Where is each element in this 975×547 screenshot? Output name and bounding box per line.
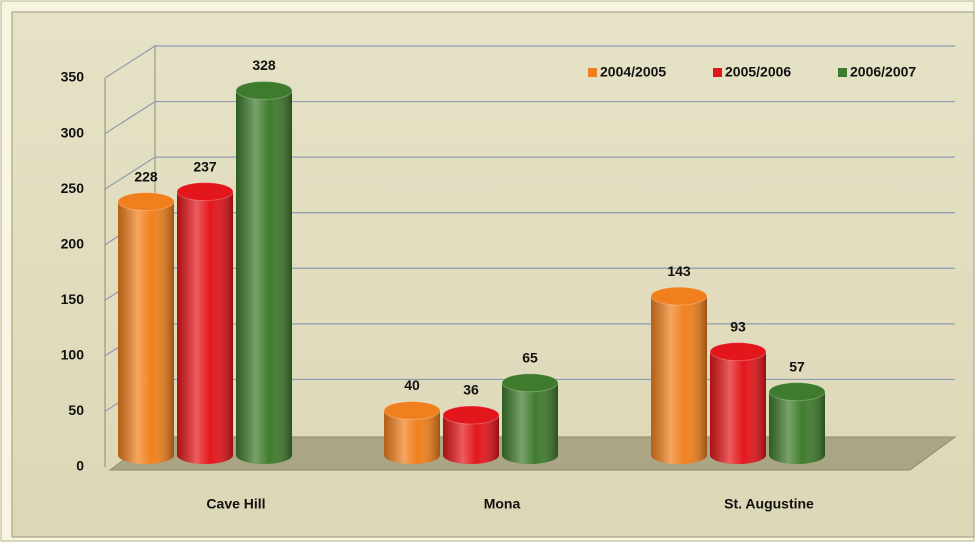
bar-shading [710,351,766,464]
bar-top [235,80,293,100]
data-label: 228 [134,168,158,184]
bar-top [709,342,767,362]
data-label: 36 [463,382,479,398]
bar-top [501,373,559,393]
legend-label: 2005/2006 [725,64,791,80]
bar-shading [384,410,440,464]
legend-label: 2006/2007 [850,64,916,80]
y-tick-label: 300 [61,124,85,140]
y-tick-label: 0 [76,458,84,474]
legend-label: 2004/2005 [600,64,666,80]
bar-top [768,382,826,402]
grid-line [104,45,955,79]
data-label: 237 [193,158,217,174]
legend-swatch [838,68,847,77]
bar-shading [443,414,499,464]
y-tick-label: 350 [61,69,85,85]
bar-top [176,182,234,202]
bar-shading [651,296,707,464]
x-tick-label: St. Augustine [724,496,814,512]
y-tick-label: 100 [61,347,85,363]
data-label: 40 [404,377,420,393]
grid-line [104,156,955,190]
legend-swatch [588,68,597,77]
y-tick-label: 50 [68,402,84,418]
bar-top [650,286,708,306]
x-tick-label: Cave Hill [206,496,265,512]
bar-shading [502,382,558,464]
y-tick-label: 200 [61,235,85,251]
data-label: 57 [789,358,805,374]
bar-top [383,401,441,421]
grid-line [104,100,955,135]
bar-shading [769,391,825,464]
bar-shading [236,90,292,465]
bar-top [442,405,500,425]
bar-shading [177,191,233,464]
y-tick-label: 250 [61,180,85,196]
x-tick-label: Mona [484,496,521,512]
legend-swatch [713,68,722,77]
bar-shading [118,201,174,464]
data-label: 143 [667,263,691,279]
data-label: 328 [252,57,276,73]
bar-top [117,192,175,212]
data-label: 65 [522,349,538,365]
data-label: 93 [730,318,746,334]
y-tick-label: 150 [61,291,85,307]
